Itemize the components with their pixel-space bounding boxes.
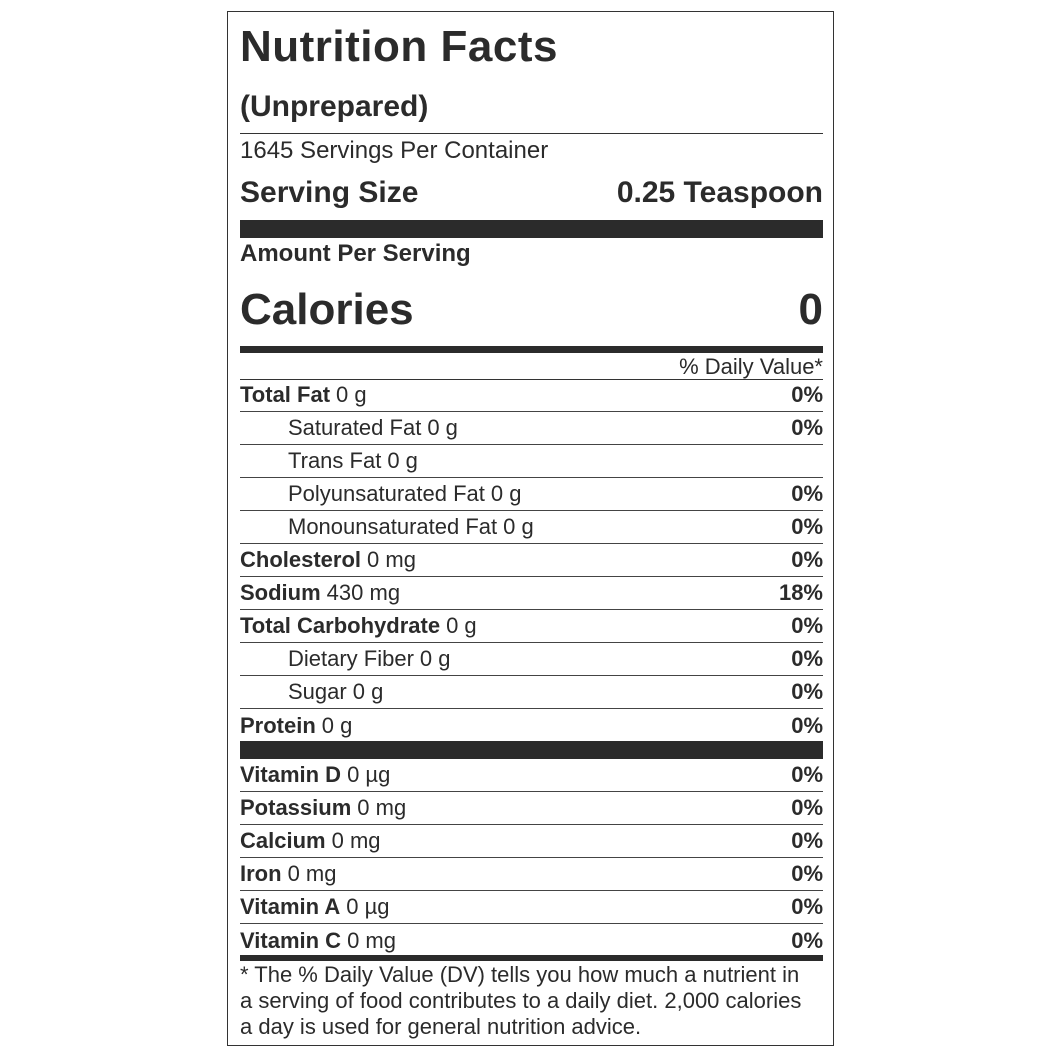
nutrient-name: Protein	[240, 712, 316, 738]
calories-row: Calories 0	[240, 285, 823, 335]
nutrient-row: Total Carbohydrate 0 g 0%	[240, 610, 823, 643]
nutrient-name: Calcium	[240, 828, 326, 853]
daily-value: 0%	[791, 382, 823, 407]
daily-value: 18%	[778, 580, 823, 605]
nutrient-amount: 0 g	[419, 646, 451, 671]
nutrient-amount: 0 mg	[357, 795, 407, 820]
serving-size-label: Serving Size	[240, 176, 419, 209]
nutrient-row: Potassium 0 mg 0%	[240, 792, 823, 825]
nutrient-name: Cholesterol	[240, 547, 362, 572]
nutrient-row: Iron 0 mg 0%	[240, 858, 823, 891]
nutrient-row: Sodium 430 mg 18%	[240, 577, 823, 610]
amount-per-serving: Amount Per Serving	[240, 240, 471, 267]
nutrient-amount: 0 g	[503, 514, 534, 539]
nutrient-name: Vitamin A	[240, 894, 341, 919]
nutrient-row: Protein 0 g 0%	[240, 709, 823, 742]
daily-value: 0%	[791, 547, 823, 572]
nutrient-amount: 0 g	[352, 679, 384, 704]
nutrient-amount: 0 mg	[367, 547, 416, 572]
nutrient-row: Monounsaturated Fat 0 g 0%	[240, 511, 823, 544]
daily-value: 0%	[791, 828, 823, 853]
nutrient-row: Total Fat 0 g 0%	[240, 379, 823, 412]
nutrient-name: Vitamin D	[240, 762, 342, 787]
nutrient-amount: 0 g	[427, 415, 458, 440]
nutrient-name: Vitamin C	[240, 927, 342, 953]
nutrient-row: Dietary Fiber 0 g 0%	[240, 643, 823, 676]
nutrient-row: Polyunsaturated Fat 0 g 0%	[240, 478, 823, 511]
nutrient-amount: 430 mg	[326, 580, 401, 605]
nutrient-amount: 0 g	[490, 481, 522, 506]
nutrient-row: Trans Fat 0 g	[240, 445, 823, 478]
thick-divider	[240, 220, 823, 238]
nutrient-amount: 0 g	[336, 382, 367, 407]
thick-divider	[240, 955, 823, 961]
nutrient-name: Total Fat	[240, 382, 331, 407]
nutrient-name: Polyunsaturated Fat	[288, 481, 485, 506]
nutrient-name: Sugar	[288, 679, 347, 704]
serving-size-row: Serving Size 0.25 Teaspoon	[240, 176, 823, 210]
nutrient-amount: 0 µg	[347, 762, 391, 787]
nutrient-name: Potassium	[240, 795, 352, 820]
daily-value: 0%	[791, 646, 823, 671]
serving-size-value: 0.25 Teaspoon	[616, 176, 823, 209]
nutrient-row: Saturated Fat 0 g 0%	[240, 412, 823, 445]
nutrient-name: Monounsaturated Fat	[288, 514, 498, 539]
nutrient-amount: 0 g	[446, 613, 477, 638]
nutrient-name: Iron	[240, 861, 282, 886]
footnote: * The % Daily Value (DV) tells you how m…	[240, 962, 802, 1039]
nutrient-amount: 0 g	[321, 712, 353, 738]
nutrient-name: Sodium	[240, 580, 321, 605]
servings: 1645 Servings Per Container	[240, 137, 549, 164]
daily-value: 0%	[791, 712, 823, 738]
daily-value: 0%	[791, 481, 823, 506]
thick-divider	[240, 741, 823, 759]
divider	[240, 379, 823, 380]
daily-value: 0%	[791, 894, 823, 919]
title: Nutrition Facts	[240, 22, 558, 71]
nutrient-name: Saturated Fat	[288, 415, 422, 440]
daily-value: 0%	[791, 762, 823, 787]
divider	[240, 133, 823, 134]
thick-divider	[240, 346, 823, 353]
daily-value: 0%	[791, 415, 823, 440]
nutrient-row: Sugar 0 g 0%	[240, 676, 823, 709]
calories-value: 0	[798, 285, 823, 334]
daily-value: 0%	[791, 795, 823, 820]
nutrient-amount: 0 mg	[347, 927, 396, 953]
daily-value: 0%	[791, 927, 823, 953]
dv-header: % Daily Value*	[679, 354, 823, 379]
calories-label: Calories	[240, 285, 414, 334]
nutrient-amount: 0 g	[387, 448, 418, 473]
nutrient-name: Trans Fat	[288, 448, 382, 473]
nutrient-name: Total Carbohydrate	[240, 613, 441, 638]
nutrient-amount: 0 mg	[287, 861, 337, 886]
nutrient-row: Calcium 0 mg 0%	[240, 825, 823, 858]
daily-value: 0%	[791, 679, 823, 704]
nutrient-amount: 0 µg	[346, 894, 390, 919]
label-border	[227, 11, 834, 1046]
nutrient-amount: 0 mg	[331, 828, 381, 853]
daily-value: 0%	[791, 613, 823, 638]
subtitle: (Unprepared)	[240, 90, 429, 123]
daily-value: 0%	[791, 861, 823, 886]
daily-value: 0%	[791, 514, 823, 539]
nutrient-name: Dietary Fiber	[288, 646, 414, 671]
nutrient-row: Cholesterol 0 mg 0%	[240, 544, 823, 577]
